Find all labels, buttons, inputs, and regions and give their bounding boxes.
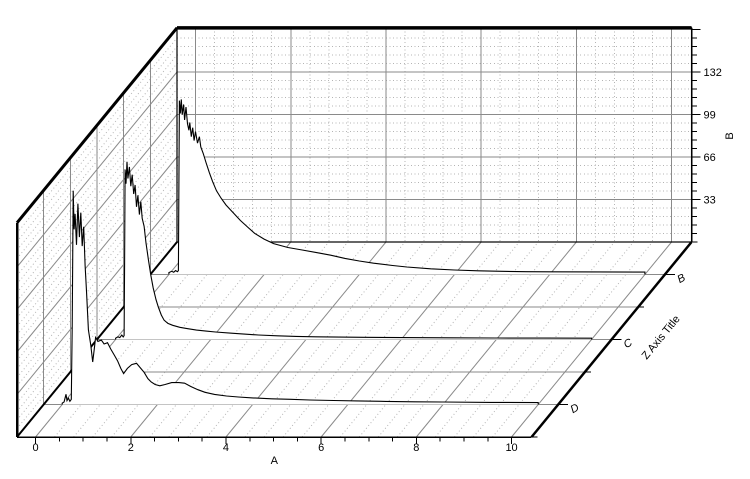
x-tick-label: 6 [318, 442, 324, 454]
x-tick-label: 0 [33, 442, 39, 454]
y-tick-label: 132 [704, 67, 722, 79]
curve-line-D [61, 190, 539, 405]
left-wall [16, 27, 178, 438]
curve-fill-D [62, 190, 539, 405]
x-tick-label: 2 [128, 442, 134, 454]
back-panel [177, 27, 692, 242]
curve-fill-B [168, 99, 645, 275]
z-axis-title: Z Axis Title [640, 313, 683, 362]
x-tick-label: 4 [223, 442, 229, 454]
z-tick-label: D [568, 402, 581, 416]
z-tick-label: B [675, 272, 687, 286]
y-axis-title: B [724, 132, 736, 139]
y-tick-label: 33 [704, 195, 716, 207]
curve-line-B [168, 99, 646, 275]
y-tick-label: 66 [704, 152, 716, 164]
x-tick-label: 10 [505, 442, 517, 454]
series-curves [61, 99, 646, 405]
z-tick-label: C [622, 337, 635, 351]
x-tick-label: 8 [413, 442, 419, 454]
x-axis-title: A [271, 455, 279, 467]
y-tick-label: 99 [704, 110, 716, 122]
curve-line-C [115, 161, 593, 340]
curve-fill-C [115, 161, 592, 340]
